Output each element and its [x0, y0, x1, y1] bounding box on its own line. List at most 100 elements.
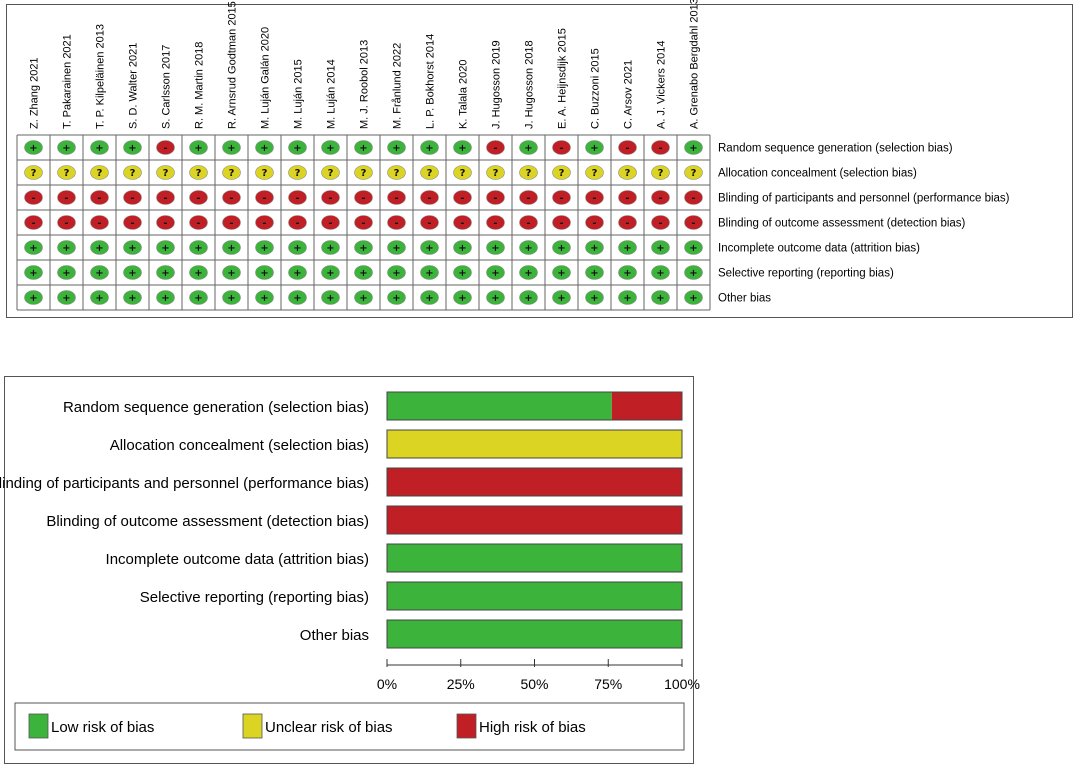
svg-text:-: -	[625, 193, 629, 204]
svg-text:+: +	[128, 268, 136, 279]
study-label: A. J. Vickers 2014	[656, 41, 668, 129]
risk-unclear-icon: ?	[354, 165, 373, 180]
risk-low-icon: +	[24, 265, 43, 280]
svg-text:+: +	[689, 268, 697, 279]
risk-low-icon: +	[651, 265, 670, 280]
risk-low-icon: +	[585, 240, 604, 255]
risk-high-icon: -	[453, 190, 472, 205]
risk-high-icon: -	[618, 140, 637, 155]
svg-text:+: +	[689, 293, 697, 304]
risk-low-icon: +	[123, 140, 142, 155]
svg-text:+: +	[62, 143, 70, 154]
svg-text:?: ?	[592, 168, 598, 179]
svg-text:-: -	[328, 193, 332, 204]
risk-low-icon: +	[453, 240, 472, 255]
svg-text:+: +	[656, 268, 664, 279]
risk-high-icon: -	[651, 190, 670, 205]
bar-segment-high	[611, 392, 682, 420]
svg-text:+: +	[425, 268, 433, 279]
svg-text:-: -	[460, 193, 464, 204]
study-label: R. M. Martin 2018	[194, 42, 206, 129]
svg-text:+: +	[590, 143, 598, 154]
svg-text:?: ?	[361, 168, 367, 179]
risk-low-icon: +	[57, 140, 76, 155]
svg-text:+: +	[359, 143, 367, 154]
legend-swatch-high	[456, 713, 477, 739]
svg-text:+: +	[260, 268, 268, 279]
svg-text:+: +	[524, 293, 532, 304]
svg-text:+: +	[458, 293, 466, 304]
risk-of-bias-summary-panel: Z. Zhang 2021 T. Pakarainen 2021 T. P. Kil…	[6, 0, 1073, 318]
risk-low-icon: +	[123, 240, 142, 255]
study-label: J. Hugosson 2019	[491, 40, 503, 129]
risk-low-icon: +	[585, 290, 604, 305]
risk-high-icon: -	[354, 215, 373, 230]
svg-text:+: +	[557, 293, 565, 304]
risk-high-icon: -	[24, 215, 43, 230]
svg-text:+: +	[293, 293, 301, 304]
study-label: S. D. Walter 2021	[128, 43, 140, 129]
risk-low-icon: +	[222, 240, 241, 255]
risk-high-icon: -	[552, 140, 571, 155]
bar-category-label: Random sequence generation (selection bi…	[63, 399, 369, 416]
svg-text:+: +	[29, 293, 37, 304]
svg-text:+: +	[29, 268, 37, 279]
risk-unclear-icon: ?	[288, 165, 307, 180]
svg-text:+: +	[227, 268, 235, 279]
svg-text:-: -	[493, 193, 497, 204]
risk-low-icon: +	[123, 290, 142, 305]
risk-high-icon: -	[288, 215, 307, 230]
risk-low-icon: +	[552, 265, 571, 280]
risk-of-bias-graph-panel: Random sequence generation (selection bi…	[0, 376, 700, 764]
svg-text:-: -	[196, 218, 200, 229]
svg-text:?: ?	[460, 168, 466, 179]
risk-unclear-icon: ?	[552, 165, 571, 180]
risk-high-icon: -	[651, 140, 670, 155]
svg-text:-: -	[625, 143, 629, 154]
risk-high-icon: -	[24, 190, 43, 205]
legend-label: Low risk of bias	[51, 719, 154, 736]
risk-high-icon: -	[684, 215, 703, 230]
svg-text:+: +	[128, 293, 136, 304]
x-axis-tick-label: 50%	[520, 676, 548, 692]
svg-text:-: -	[262, 193, 266, 204]
svg-text:+: +	[29, 243, 37, 254]
svg-text:-: -	[658, 143, 662, 154]
svg-text:-: -	[592, 218, 596, 229]
risk-low-icon: +	[387, 265, 406, 280]
bar-segment-low	[387, 544, 682, 572]
bar-category-label: Allocation concealment (selection bias)	[110, 437, 369, 454]
svg-text:+: +	[656, 243, 664, 254]
x-axis-tick-label: 100%	[664, 676, 700, 692]
svg-text:-: -	[526, 218, 530, 229]
risk-high-icon: -	[420, 190, 439, 205]
svg-text:+: +	[95, 243, 103, 254]
domain-label: Other bias	[718, 293, 771, 305]
risk-high-icon: -	[255, 215, 274, 230]
risk-low-icon: +	[519, 290, 538, 305]
risk-high-icon: -	[321, 190, 340, 205]
risk-low-icon: +	[255, 240, 274, 255]
risk-high-icon: -	[651, 215, 670, 230]
risk-low-icon: +	[57, 240, 76, 255]
svg-text:+: +	[227, 293, 235, 304]
svg-text:+: +	[392, 293, 400, 304]
study-label: S. Carlsson 2017	[161, 45, 173, 129]
risk-low-icon: +	[288, 265, 307, 280]
risk-high-icon: -	[552, 215, 571, 230]
risk-low-icon: +	[255, 140, 274, 155]
risk-low-icon: +	[486, 240, 505, 255]
svg-text:-: -	[559, 143, 563, 154]
domain-label: Random sequence generation (selection bi…	[718, 143, 953, 155]
risk-low-icon: +	[288, 290, 307, 305]
svg-text:-: -	[31, 193, 35, 204]
risk-high-icon: -	[90, 215, 109, 230]
risk-low-icon: +	[354, 140, 373, 155]
svg-text:+: +	[95, 143, 103, 154]
svg-text:-: -	[262, 218, 266, 229]
svg-text:-: -	[64, 218, 68, 229]
bar-category-label: Blinding of outcome assessment (detectio…	[46, 513, 369, 530]
bar-outline	[386, 467, 683, 497]
svg-text:?: ?	[64, 168, 70, 179]
svg-text:?: ?	[526, 168, 532, 179]
